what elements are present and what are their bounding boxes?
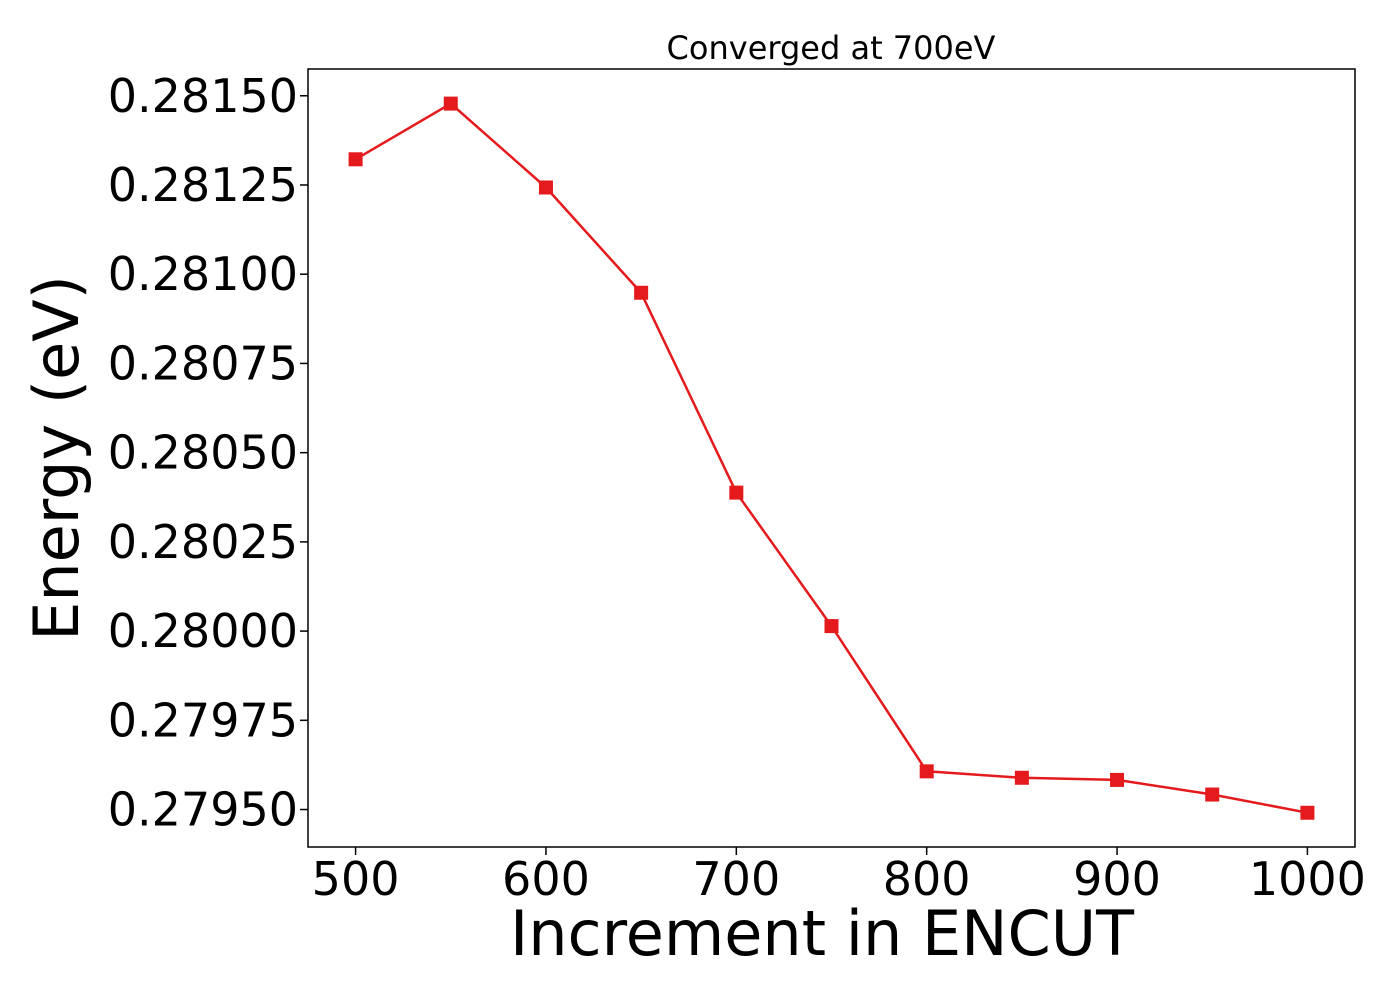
y-tick-label: 0.28125 xyxy=(108,158,298,212)
x-axis: 500 600 700 800 900 1000 xyxy=(312,847,1366,906)
data-point-marker xyxy=(538,180,553,195)
x-tick-label: 700 xyxy=(692,852,780,906)
plot-area xyxy=(307,68,1356,848)
y-tick-label: 0.28100 xyxy=(108,247,298,301)
x-axis-label: Increment in ENCUT xyxy=(510,897,1135,970)
y-tick-label: 0.28075 xyxy=(108,336,298,390)
data-point-marker xyxy=(634,285,649,300)
data-point-marker xyxy=(824,619,839,634)
data-point-marker xyxy=(443,96,458,111)
data-point-marker xyxy=(1205,787,1220,802)
x-tick-label: 1000 xyxy=(1249,852,1366,906)
y-axis: 0.27950 0.27975 0.28000 0.28025 0.28050 0.280… xyxy=(108,69,308,837)
y-tick-label: 0.27950 xyxy=(108,783,298,837)
y-tick-label: 0.27975 xyxy=(108,693,298,747)
data-point-marker xyxy=(919,764,934,779)
y-tick-label: 0.28050 xyxy=(108,426,298,480)
data-point-marker xyxy=(729,485,744,500)
series-layer xyxy=(348,96,1315,820)
x-tick-label: 800 xyxy=(883,852,971,906)
y-axis-label: Energy (eV) xyxy=(20,275,93,641)
y-tick-label: 0.28025 xyxy=(108,515,298,569)
data-point-marker xyxy=(348,152,363,167)
data-point-marker xyxy=(1110,772,1125,787)
chart-title: Converged at 700eV xyxy=(667,29,996,67)
x-tick-label: 900 xyxy=(1073,852,1161,906)
data-point-marker xyxy=(1014,770,1029,785)
y-tick-label: 0.28150 xyxy=(108,69,298,123)
plot-frame xyxy=(307,68,1356,848)
x-tick-label: 600 xyxy=(502,852,590,906)
series-line xyxy=(354,102,1308,814)
data-point-marker xyxy=(1300,805,1315,820)
x-tick-label: 500 xyxy=(312,852,400,906)
y-tick-label: 0.28000 xyxy=(108,604,298,658)
